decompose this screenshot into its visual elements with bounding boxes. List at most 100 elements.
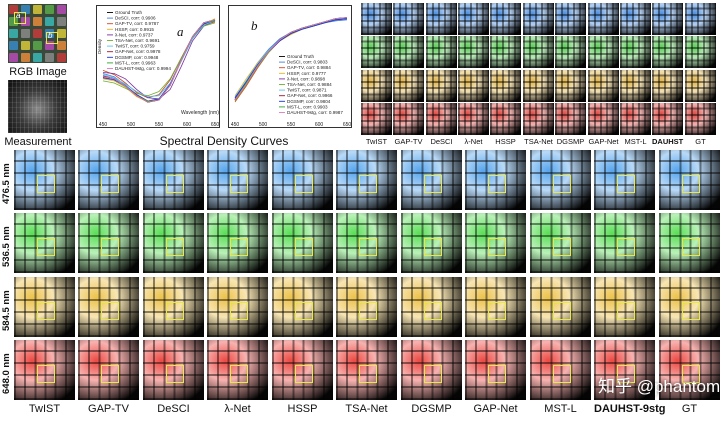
tile-texture: [594, 340, 655, 400]
zoom-box: [230, 302, 248, 320]
zoom-box: [424, 238, 442, 256]
result-tile: [465, 150, 526, 210]
zoom-box: [553, 302, 571, 320]
rgb-patch: [21, 41, 30, 50]
top-method-label: TSA-Net: [524, 137, 553, 146]
tile-texture: [594, 277, 655, 337]
top-tile: [458, 3, 489, 35]
top-tile: [490, 3, 521, 35]
result-tile: [78, 340, 139, 400]
measurement-image: [8, 80, 67, 133]
result-tile: [14, 150, 75, 210]
zoom-box: [424, 302, 442, 320]
x-tick-label: 500: [259, 122, 268, 127]
zoom-box: [295, 365, 313, 383]
legend-entry: DGSMP, corr: 0.9804: [287, 99, 331, 104]
tile-texture: [530, 277, 591, 337]
zoom-box: [488, 238, 506, 256]
top-tile: [555, 36, 586, 68]
top-tile: [620, 3, 651, 35]
top-tile: [685, 36, 716, 68]
rgb-patch: [57, 5, 66, 14]
tile-texture: [465, 213, 526, 273]
zoom-box: [166, 365, 184, 383]
result-tile: [401, 213, 462, 273]
result-tile: [14, 277, 75, 337]
tile-texture: [78, 340, 139, 400]
x-tick-label: 600: [183, 122, 192, 127]
tile-texture: [659, 340, 720, 400]
tile-texture: [530, 213, 591, 273]
tile-texture: [336, 340, 397, 400]
result-tile: [207, 277, 268, 337]
rgb-box-label-b: b: [48, 31, 53, 40]
tile-texture: [530, 340, 591, 400]
tile-texture: [620, 36, 651, 68]
top-method-label: GAP-Net: [588, 137, 619, 146]
legend-entry: TSA-Net, corr: 0.9884: [287, 82, 332, 87]
top-tile: [685, 70, 716, 102]
tile-texture: [361, 36, 392, 68]
zoom-box: [166, 302, 184, 320]
tile-texture: [490, 36, 521, 68]
top-tile: [490, 70, 521, 102]
zoom-box: [230, 238, 248, 256]
top-tile: [652, 70, 683, 102]
tile-texture: [620, 70, 651, 102]
tile-texture: [207, 277, 268, 337]
tile-texture: [659, 277, 720, 337]
result-tile: [659, 340, 720, 400]
column-label: TwIST: [28, 403, 61, 415]
row-label: 648.0 nm: [1, 353, 12, 394]
column-label: GAP-TV: [88, 403, 129, 415]
tile-texture: [78, 277, 139, 337]
rgb-patch: [9, 53, 18, 62]
zoom-box: [424, 365, 442, 383]
tile-texture: [336, 213, 397, 273]
column-label: GT: [681, 403, 698, 415]
rgb-image-label: RGB Image: [9, 66, 67, 78]
result-tile: [530, 277, 591, 337]
tile-texture: [143, 340, 204, 400]
zoom-box: [230, 175, 248, 193]
result-tile: [401, 150, 462, 210]
top-method-label: MST-L: [624, 137, 647, 146]
tile-texture: [588, 36, 619, 68]
tile-texture: [336, 150, 397, 210]
tile-texture: [393, 3, 424, 35]
top-tile: [393, 3, 424, 35]
tile-texture: [588, 103, 619, 135]
x-axis-label: Wavelength (nm): [181, 110, 219, 116]
top-tile: [685, 3, 716, 35]
tile-texture: [490, 103, 521, 135]
legend-entry: GAP-TV, corr: 0.9884: [287, 65, 331, 70]
top-method-label: DAUHST: [652, 137, 684, 146]
top-tile: [426, 36, 457, 68]
tile-texture: [465, 277, 526, 337]
top-tile: [523, 70, 554, 102]
result-tile: [272, 213, 333, 273]
legend-entry: HSSP, corr: 0.9777: [287, 71, 326, 76]
top-tile: [685, 103, 716, 135]
legend-entry: Ground Truth: [287, 54, 315, 59]
legend-entry: DeSCI, corr: 0.9906: [115, 16, 156, 21]
column-label: DAUHST-9stg: [594, 403, 666, 415]
tile-texture: [14, 213, 75, 273]
result-tile: [401, 340, 462, 400]
tile-texture: [426, 36, 457, 68]
zoom-box: [682, 302, 700, 320]
top-tile: [620, 70, 651, 102]
rgb-patch: [45, 17, 54, 26]
column-label: MST-L: [544, 403, 577, 415]
result-tile: [78, 150, 139, 210]
result-tile: [78, 213, 139, 273]
top-method-labels: TwIST GAP-TV DeSCI λ-Net HSSP TSA-Net DGSMP GAP…: [361, 137, 716, 149]
zoom-box: [295, 238, 313, 256]
tile-texture: [143, 150, 204, 210]
legend-entry: λ-Net, corr: 0.9737: [115, 32, 153, 37]
top-comparison-grid: [361, 3, 716, 135]
top-tile: [426, 70, 457, 102]
measurement-label: Measurement: [4, 136, 72, 148]
rgb-patch: [33, 41, 42, 50]
